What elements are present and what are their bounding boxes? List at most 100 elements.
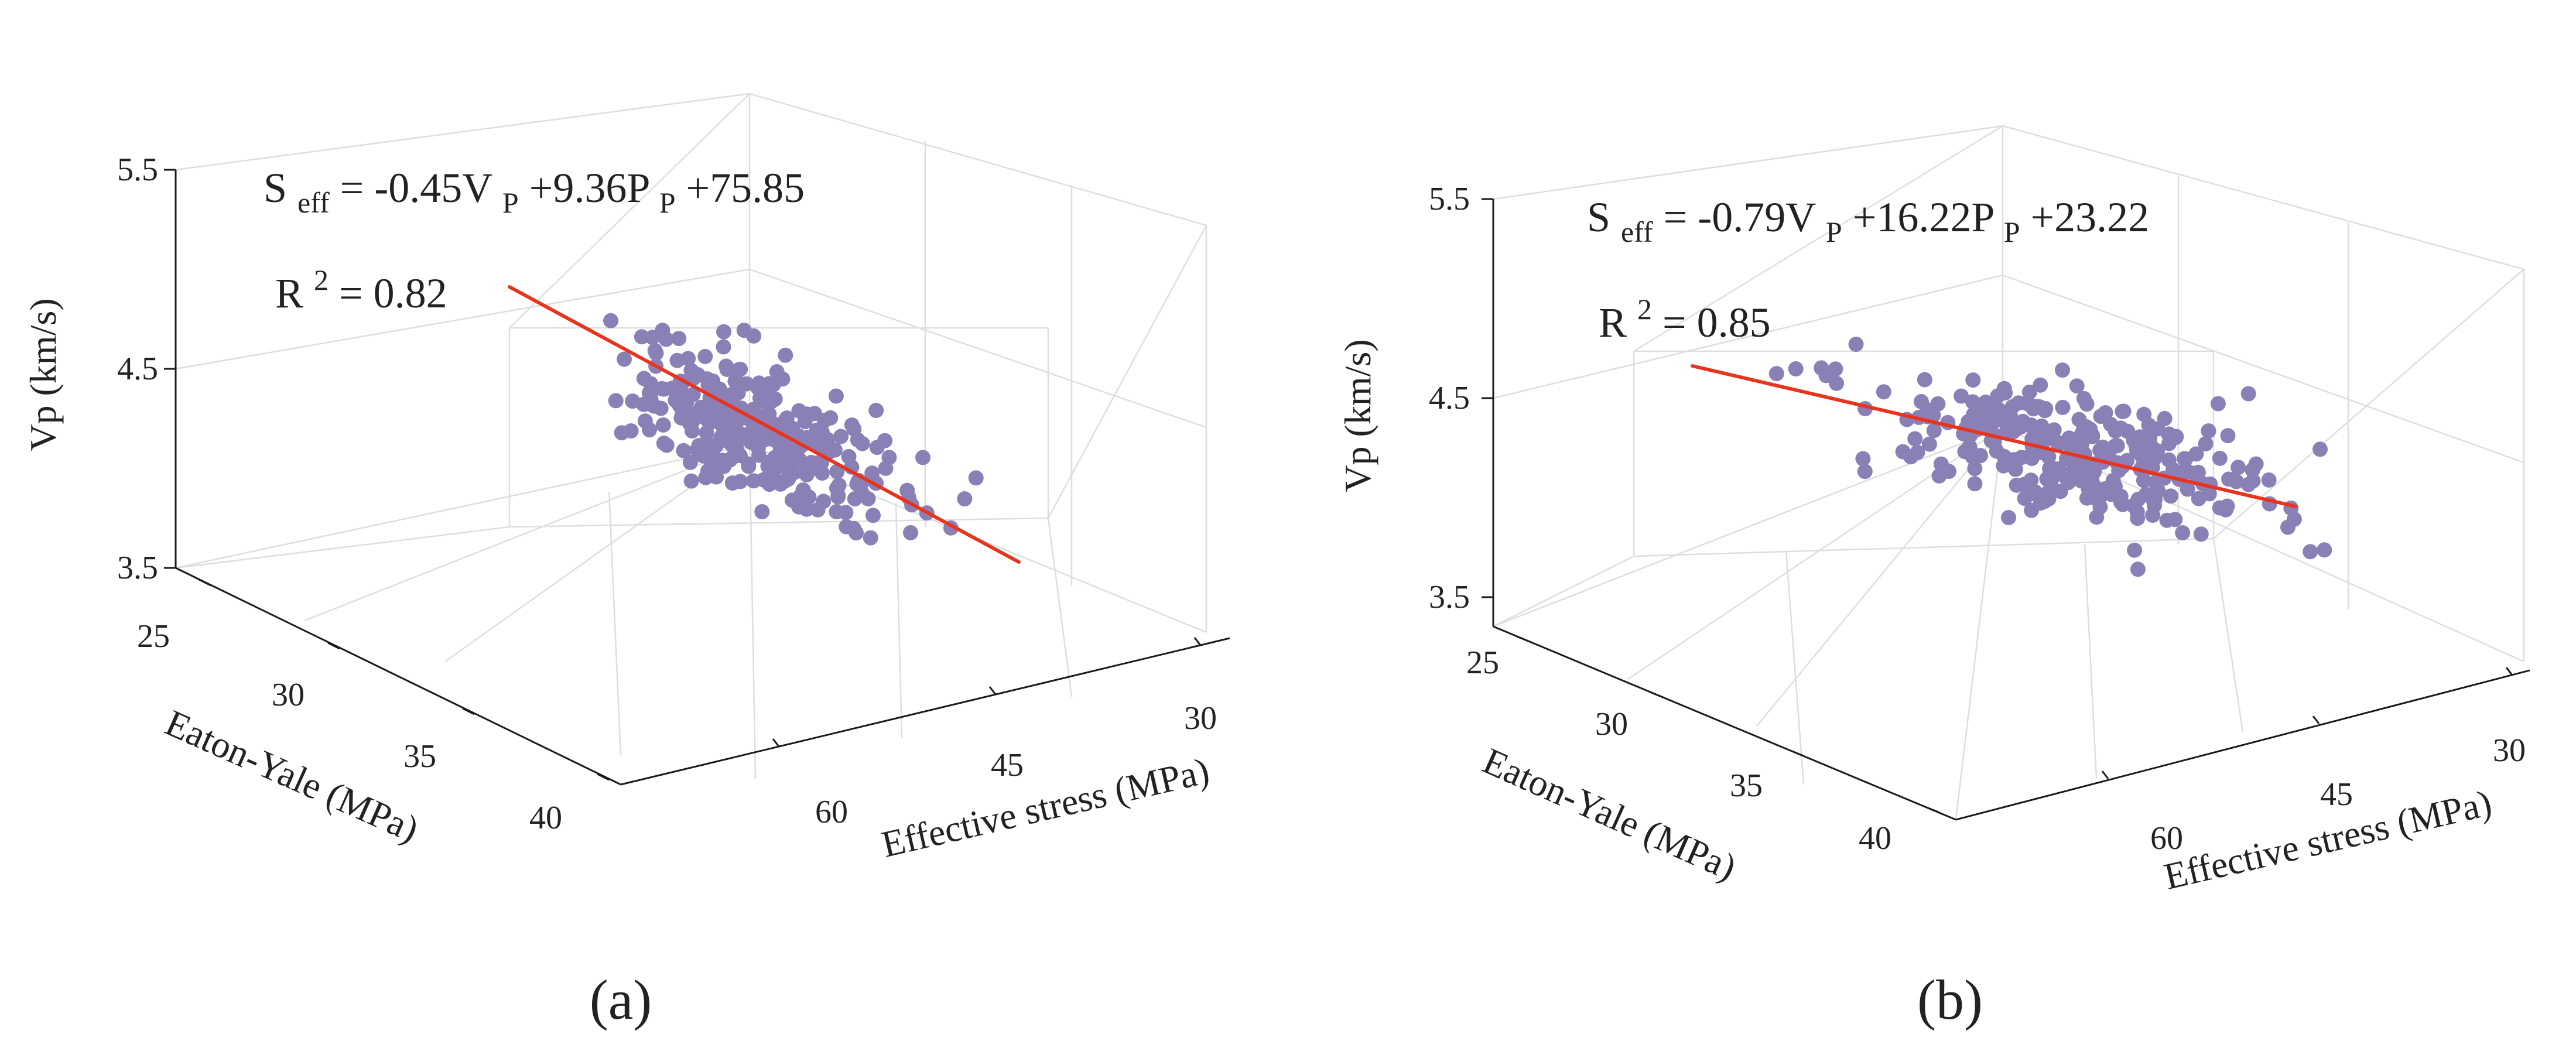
scatter-point xyxy=(2009,477,2024,493)
scatter-point xyxy=(692,407,707,423)
scatter-point xyxy=(685,386,701,402)
scatter-point xyxy=(1967,461,1983,477)
scatter-point xyxy=(828,388,844,404)
eq-mid: = -0.45V xyxy=(340,165,493,211)
y-tick-label: 45 xyxy=(991,747,1024,783)
scatter-point xyxy=(722,452,738,468)
scatter-point xyxy=(781,445,797,461)
regression-line xyxy=(508,285,1021,564)
scatter-point xyxy=(746,473,761,489)
scatter-point xyxy=(1954,388,1969,404)
scatter-point xyxy=(750,380,765,396)
panel-caption: (b) xyxy=(1917,968,1983,1031)
scatter-point xyxy=(683,473,699,489)
z-axis-ticks: 5.5 4.5 3.5 xyxy=(117,152,176,586)
y-axis-label: Effective stress (MPa) xyxy=(878,749,1213,865)
scatter-point xyxy=(1965,372,1981,388)
scatter-point xyxy=(2142,430,2158,446)
scatter-point xyxy=(2210,396,2226,412)
scatter-point xyxy=(820,431,836,447)
scatter-point xyxy=(2038,401,2054,416)
scatter-point xyxy=(2084,471,2099,487)
scatter-point xyxy=(2280,519,2296,535)
scatter-point xyxy=(1855,451,1871,467)
r2-value: = 0.85 xyxy=(1662,299,1771,346)
panel-caption: (a) xyxy=(590,968,652,1031)
scatter-point xyxy=(1788,361,1804,376)
scatter-point xyxy=(2076,421,2092,437)
scatter-point xyxy=(903,525,918,540)
z-tick-label: 3.5 xyxy=(1429,579,1470,615)
scatter-point xyxy=(2061,430,2077,446)
regression-line xyxy=(1691,364,2297,508)
scatter-point xyxy=(2168,429,2184,444)
y-tick-label: 30 xyxy=(2493,732,2526,769)
scatter-point xyxy=(1857,464,1873,480)
scatter-point xyxy=(2261,472,2277,488)
z-tick-label: 5.5 xyxy=(1429,181,1470,217)
scatter-point xyxy=(2175,525,2191,540)
scatter-point xyxy=(2228,474,2244,489)
chart-panel-a: 5.5 4.5 3.5 25 30 35 40 30 45 60 Vp (km/… xyxy=(22,93,1230,1031)
axis-box xyxy=(1492,199,2530,821)
scatter-point xyxy=(2045,464,2061,479)
eq-plus: +9.36P xyxy=(529,165,649,211)
scatter-point xyxy=(1999,407,2014,423)
scatter-point xyxy=(1996,458,2011,474)
scatter-point xyxy=(784,492,800,508)
scatter-point xyxy=(915,450,930,465)
scatter-point xyxy=(2041,491,2057,506)
scatter-points xyxy=(1768,337,2332,577)
scatter-point xyxy=(1982,411,1998,427)
scatter-point xyxy=(2178,462,2194,478)
x-tick-label: 40 xyxy=(529,800,562,836)
scatter-point xyxy=(881,450,897,465)
scatter-point xyxy=(2074,436,2090,452)
scatter-point xyxy=(2095,439,2110,455)
eq-tail: +75.85 xyxy=(686,165,805,211)
scatter-point xyxy=(865,508,881,523)
y-tick-label: 30 xyxy=(1184,700,1217,737)
scatter-point xyxy=(2163,488,2178,504)
scatter-point xyxy=(798,463,814,479)
x-tick-label: 30 xyxy=(1595,706,1628,742)
regression-equation: S eff = -0.45V P +9.36P P +75.85 xyxy=(264,165,805,222)
scatter-point xyxy=(731,412,746,428)
eq-vp-sub: P xyxy=(502,186,519,219)
scatter-point xyxy=(2178,451,2194,467)
scatter-point xyxy=(603,313,618,328)
eq-lhs-sub: eff xyxy=(1621,215,1653,248)
scatter-point xyxy=(2005,421,2020,437)
scatter-point xyxy=(2141,417,2157,433)
scatter-point xyxy=(642,422,657,438)
scatter-point xyxy=(2040,431,2055,447)
scatter-point xyxy=(2312,441,2328,457)
scatter-point xyxy=(1997,385,2013,401)
scatter-point xyxy=(743,434,759,450)
scatter-point xyxy=(850,432,865,448)
scatter-point xyxy=(781,471,796,487)
scatter-point xyxy=(709,469,724,485)
scatter-point xyxy=(2129,504,2145,520)
scatter-point xyxy=(784,420,800,436)
scatter-point xyxy=(2130,561,2146,577)
scatter-point xyxy=(760,407,775,423)
scatter-point xyxy=(1876,384,1891,400)
scatter-point xyxy=(849,525,864,541)
scatter-point xyxy=(1895,444,1911,460)
scatter-point xyxy=(1967,476,1983,492)
scatter-point xyxy=(656,436,672,451)
scatter-point xyxy=(2245,461,2261,477)
z-axis-label: Vp (km/s) xyxy=(1337,339,1378,492)
scatter-point xyxy=(733,376,749,392)
scatter-point xyxy=(797,414,813,430)
scatter-point xyxy=(2055,399,2071,415)
scatter-point xyxy=(1920,402,1935,417)
eq-plus: +16.22P xyxy=(1853,194,1994,241)
x-axis-label: Eaton-Yale (MPa) xyxy=(159,701,425,850)
x-tick-label: 40 xyxy=(1859,820,1891,857)
eq-lhs: S xyxy=(264,165,287,211)
scatter-point xyxy=(2150,483,2166,499)
scatter-point xyxy=(869,440,885,455)
scatter-point xyxy=(680,351,696,367)
